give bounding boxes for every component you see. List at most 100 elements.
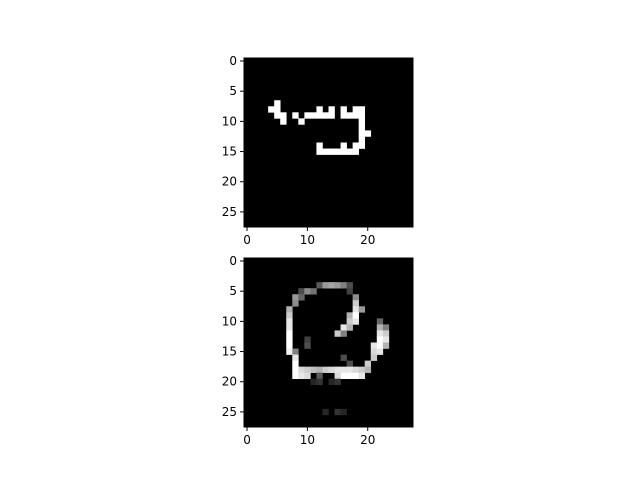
image-pixel (322, 282, 329, 289)
image-pixel (274, 106, 281, 113)
image-pixel (328, 148, 335, 155)
image-pixel (292, 348, 299, 355)
x-tick-label: 20 (360, 233, 375, 247)
image-pixel (340, 354, 347, 361)
image-pixel (340, 408, 347, 416)
image-pixel (286, 324, 293, 331)
image-pixel (286, 330, 293, 337)
image-pixel (376, 348, 384, 355)
image-pixel (346, 318, 353, 325)
image-panel-bottom: 0 5 10 15 20 25 0 10 20 (222, 254, 414, 447)
image-pixel (376, 318, 384, 325)
image-pixel (358, 142, 366, 149)
image-pixel (352, 372, 359, 380)
image-pixel (352, 318, 359, 325)
image-pixel (358, 136, 366, 143)
image-pixel (328, 106, 335, 113)
image-pixel (304, 112, 311, 119)
image-pixel (352, 294, 359, 301)
image-pixel (346, 112, 353, 119)
image-pixel (310, 366, 317, 373)
image-pixel (304, 288, 311, 295)
image-pixel (346, 360, 353, 367)
image-pixel (286, 318, 293, 325)
image-pixel (334, 378, 341, 386)
image-pixel (298, 288, 305, 295)
image-pixel (340, 324, 347, 331)
image-pixel (286, 348, 293, 355)
image-pixel (322, 112, 329, 119)
image-pixel (370, 354, 378, 361)
image-pixel (316, 106, 323, 113)
image-pixel (316, 282, 323, 289)
image-pixel (382, 324, 390, 331)
image-pixel (340, 372, 347, 380)
image-pixel (352, 366, 359, 373)
image-pixel (328, 282, 335, 289)
x-tick-label: 20 (360, 433, 375, 447)
image-pixel (346, 288, 353, 295)
image-pixel (340, 330, 347, 337)
image-pixel (328, 366, 335, 373)
image-pixel (316, 112, 323, 119)
image-pixel (346, 324, 353, 331)
image-pixel (358, 124, 366, 131)
image-pixel (334, 282, 341, 289)
image-pixel (328, 378, 335, 386)
y-tick-label: 20 (222, 175, 237, 189)
image-pixel (322, 408, 329, 416)
image-pixel (364, 130, 372, 137)
image-pixel (364, 360, 372, 367)
image-pixel (358, 112, 366, 119)
image-pixel (370, 342, 378, 349)
image-pixel (298, 118, 305, 125)
image-pixel (382, 330, 390, 337)
image-pixel (292, 366, 299, 373)
image-pixel (316, 142, 323, 149)
y-tick-label: 0 (229, 254, 237, 268)
image-pixel (286, 342, 293, 349)
image-pixel (292, 354, 299, 361)
image-pixel (298, 366, 305, 373)
y-tick-label: 5 (229, 284, 237, 298)
image-pixel (274, 100, 281, 107)
y-tick-label: 20 (222, 375, 237, 389)
image-pixel (364, 366, 372, 373)
image-pixel (298, 294, 305, 301)
image-pixel (376, 342, 384, 349)
image-pixel (352, 306, 359, 313)
image-pixel (316, 148, 323, 155)
x-tick-label: 0 (243, 233, 251, 247)
image-pixel (292, 112, 299, 119)
image-pixel (352, 142, 359, 149)
image-pixel (322, 148, 329, 155)
y-tick-label: 5 (229, 84, 237, 98)
image-pixel (304, 366, 311, 373)
image-pixel (352, 312, 359, 319)
image-pixel (346, 148, 353, 155)
image-pixel (346, 282, 353, 289)
image-pixel (304, 342, 311, 349)
image-pixel (334, 366, 341, 373)
image-pixel (292, 300, 299, 307)
image-pixel (358, 366, 366, 373)
image-pixel (358, 306, 366, 313)
image-pixel (280, 118, 287, 125)
image-pixel (310, 112, 317, 119)
image-pixel (292, 360, 299, 367)
image-panel-top: 0 5 10 15 20 25 0 10 20 (222, 54, 414, 247)
y-tick-label: 15 (222, 345, 237, 359)
image-pixel (298, 372, 305, 380)
image-pixel (358, 106, 366, 113)
y-tick-label: 15 (222, 145, 237, 159)
image-pixel (310, 378, 317, 386)
image-pixel (334, 408, 341, 416)
image-pixel (340, 106, 347, 113)
axes-frame (243, 57, 414, 228)
image-pixel (358, 372, 366, 380)
image-pixel (352, 106, 359, 113)
image-pixel (334, 330, 341, 337)
image-pixel (352, 112, 359, 119)
image-pixel (310, 288, 317, 295)
image-pixel (358, 130, 366, 137)
